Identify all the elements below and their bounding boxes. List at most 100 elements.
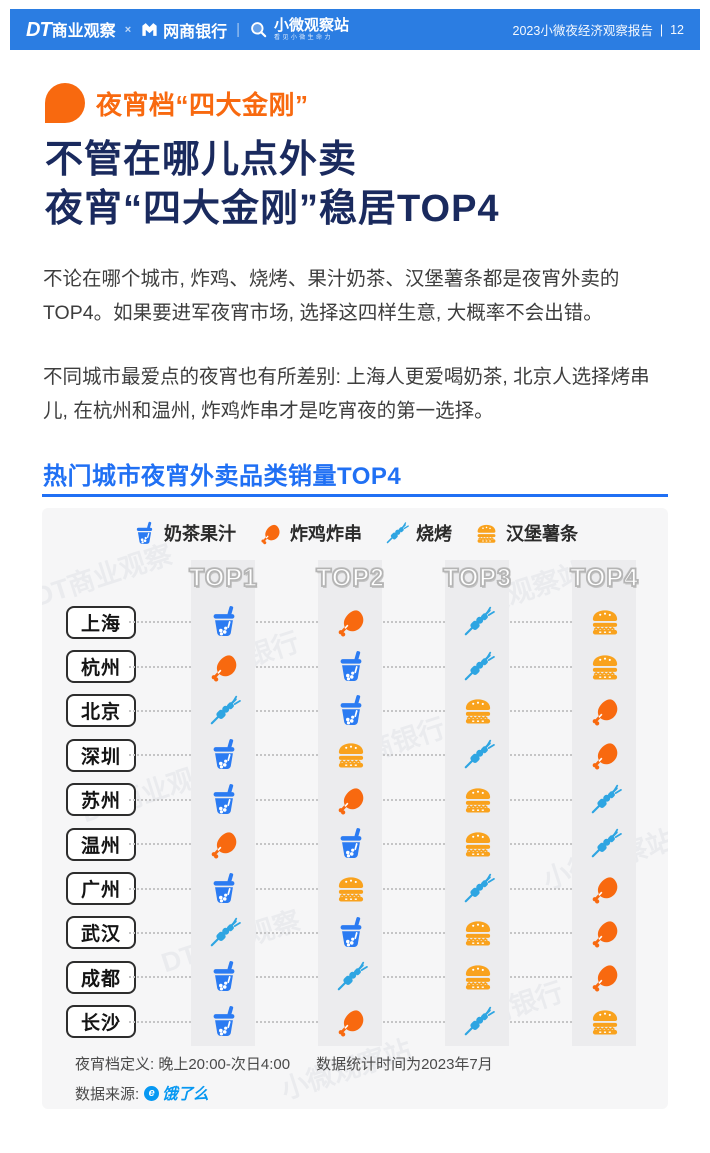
rank-cell-top3: [414, 689, 541, 733]
table-row: 杭州: [42, 644, 668, 688]
table-row: 温州: [42, 822, 668, 866]
rank-cell-top3: [414, 733, 541, 777]
rank-cell-top4: [541, 911, 668, 955]
footnote-line2: 数据来源: e 饿了么: [75, 1082, 493, 1104]
bbq-icon: [464, 873, 495, 902]
rank-cell-top2: [287, 733, 414, 777]
city-label: 杭州: [65, 650, 136, 684]
kicker-label: 夜宵档“四大金刚”: [96, 89, 309, 120]
mybank-m-icon: [142, 23, 157, 36]
milktea-icon: [136, 521, 153, 544]
table-row: 上海: [42, 600, 668, 644]
chicken-icon: [592, 699, 617, 726]
table-header: TOP1 TOP2 TOP3 TOP4: [42, 563, 668, 593]
eleme-logo: e 饿了么: [144, 1082, 209, 1104]
milktea-icon: [340, 916, 361, 947]
rank-cell-top4: [541, 689, 668, 733]
table-rows: 上海 杭州: [42, 600, 668, 1044]
milktea-icon: [213, 961, 234, 992]
bbq-icon: [591, 784, 622, 814]
dt-logo: DT商业观察: [26, 17, 116, 42]
section-underline: [42, 494, 668, 497]
rank-cell-top3: [414, 866, 541, 910]
rank-cell-top2: [287, 689, 414, 733]
rank-cell-top4: [541, 822, 668, 866]
report-title: 2023小微夜经济观察报告: [512, 24, 653, 38]
speech-bubble-icon: [45, 83, 85, 123]
legend: 奶茶果汁 炸鸡炸串 烧烤 汉堡薯条: [42, 520, 668, 546]
page-title-line1: 不管在哪儿点外卖: [45, 139, 358, 181]
brand-group: DT商业观察 × 网商银行 | 小微观察站 看见小微生命力: [26, 17, 349, 42]
footnote-line1: 夜宵档定义: 晚上20:00-次日4:00 数据统计时间为2023年7月: [75, 1053, 493, 1074]
note-period: 数据统计时间为2023年7月: [316, 1056, 493, 1073]
column-header-top4: TOP4: [569, 563, 639, 593]
legend-item-milktea: 奶茶果汁: [132, 520, 236, 546]
mybank-logo: 网商银行: [140, 18, 227, 42]
burger-icon: [592, 654, 617, 680]
table-row: 成都: [42, 955, 668, 999]
rank-cell-top2: [287, 644, 414, 688]
mybank-label: 网商银行: [163, 23, 228, 41]
dt-logo-mark: DT: [26, 19, 52, 41]
table-row: 武汉: [42, 911, 668, 955]
burger-icon: [338, 876, 363, 902]
bbq-icon: [464, 651, 495, 680]
rank-cell-top3: [414, 911, 541, 955]
paragraph-2: 不同城市最爱点的夜宵也有所差别: 上海人更爱喝奶茶, 北京人选择烤串儿, 在杭州…: [43, 365, 650, 422]
city-label: 长沙: [65, 1005, 136, 1039]
rank-cell-top4: [541, 955, 668, 999]
footnotes: 夜宵档定义: 晚上20:00-次日4:00 数据统计时间为2023年7月 数据来源…: [75, 1053, 493, 1104]
station-logo: 小微观察站 看见小微生命力: [249, 18, 349, 41]
burger-icon: [592, 1010, 617, 1035]
bbq-icon: [210, 917, 241, 947]
milktea-icon: [213, 739, 234, 770]
rank-cell-top1: [160, 689, 287, 733]
legend-item-burger: 汉堡薯条: [474, 520, 578, 546]
rank-cell-top3: [414, 822, 541, 866]
milktea-icon: [213, 1005, 234, 1036]
chicken-icon: [211, 654, 236, 682]
table-row: 北京: [42, 689, 668, 733]
rank-cell-top2: [287, 778, 414, 822]
cross-separator: ×: [124, 23, 132, 36]
page-title: 不管在哪儿点外卖 夜宵“四大金刚”稳居TOP4: [45, 136, 500, 235]
legend-label-bbq: 烧烤: [416, 524, 452, 544]
table-row: 广州: [42, 866, 668, 910]
pipe-divider: |: [236, 21, 241, 38]
rank-cell-top1: [160, 911, 287, 955]
rank-cell-top2: [287, 822, 414, 866]
milktea-icon: [213, 872, 234, 903]
eleme-e-icon: e: [144, 1085, 160, 1101]
bbq-icon: [464, 740, 495, 769]
section-title: 热门城市夜宵外卖品类销量TOP4: [43, 463, 402, 490]
rank-cell-top1: [160, 1000, 287, 1044]
rank-cell-top1: [160, 644, 287, 688]
city-label: 成都: [65, 960, 136, 994]
city-label: 武汉: [65, 916, 136, 950]
legend-item-bbq: 烧烤: [384, 520, 452, 546]
rank-cell-top1: [160, 955, 287, 999]
header-bar: DT商业观察 × 网商银行 | 小微观察站 看见小微生命力: [10, 9, 700, 50]
rank-cell-top1: [160, 866, 287, 910]
chicken-icon: [592, 921, 617, 948]
milktea-icon: [340, 695, 361, 725]
rank-cell-top2: [287, 911, 414, 955]
page-title-line2: 夜宵“四大金刚”稳居TOP4: [45, 188, 500, 231]
legend-label-burger: 汉堡薯条: [506, 524, 578, 544]
chicken-icon: [211, 832, 236, 859]
legend-label-chicken: 炸鸡炸串: [290, 524, 362, 544]
column-header-top2: TOP2: [315, 563, 385, 593]
rank-cell-top3: [414, 644, 541, 688]
note-definition: 夜宵档定义: 晚上20:00-次日4:00: [75, 1056, 291, 1073]
burger-icon: [592, 610, 617, 635]
rank-cell-top4: [541, 866, 668, 910]
city-label: 广州: [65, 872, 136, 906]
page-divider: |: [659, 22, 664, 37]
paragraph-1: 不论在哪个城市, 炸鸡、烧烤、果汁奶茶、汉堡薯条都是夜宵外卖的TOP4。如果要进…: [43, 268, 620, 325]
rank-cell-top3: [414, 778, 541, 822]
city-label: 温州: [65, 827, 136, 861]
milktea-icon: [340, 828, 361, 859]
rank-cell-top1: [160, 600, 287, 644]
rank-cell-top1: [160, 822, 287, 866]
